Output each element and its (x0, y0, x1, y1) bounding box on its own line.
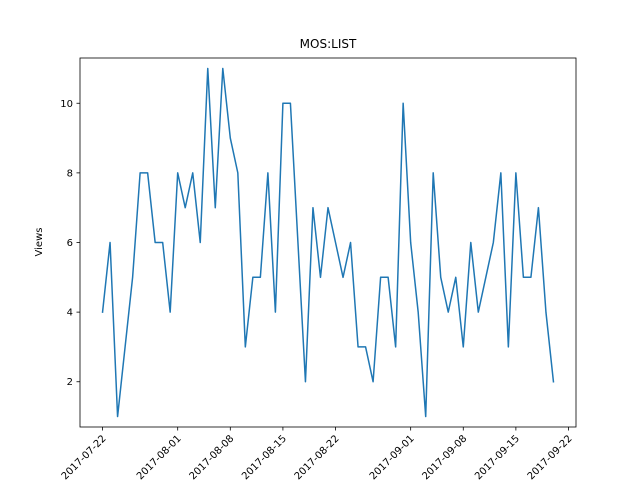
y-tick-label: 2 (67, 377, 73, 388)
y-tick-label: 6 (67, 238, 73, 249)
y-tick-label: 4 (67, 308, 73, 319)
y-axis-label: Views (34, 228, 45, 257)
series-line-0 (101, 67, 555, 418)
y-tick-label: 10 (60, 99, 73, 110)
y-tick-label: 8 (67, 168, 73, 179)
chart-title: MOS:LIST (300, 37, 357, 51)
